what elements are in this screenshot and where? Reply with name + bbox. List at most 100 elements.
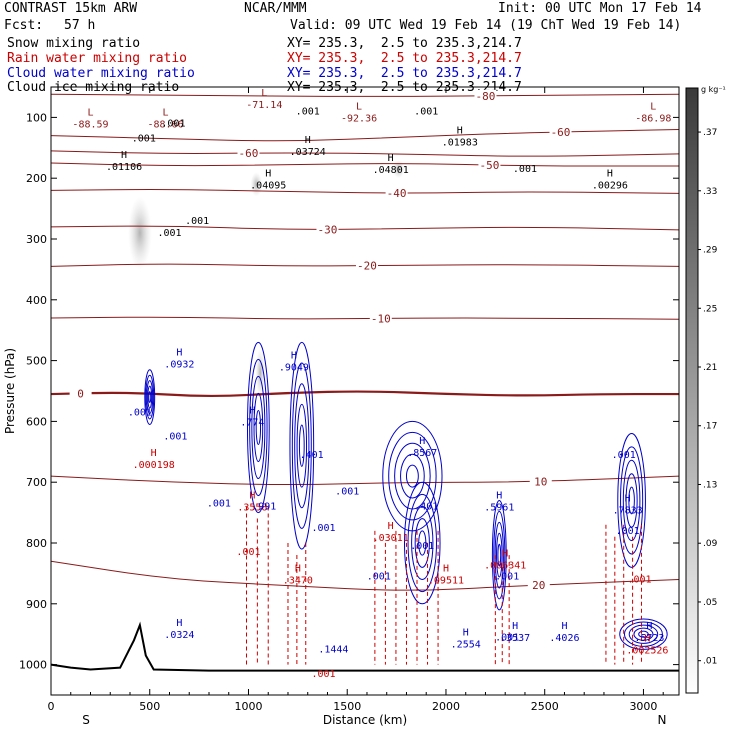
axes-layer: 0 500 1000 1500 2000 2500 30001002003004005006… bbox=[3, 87, 679, 727]
extremum-marker: H bbox=[625, 494, 631, 505]
colorbar-tick-label: .01 bbox=[703, 657, 717, 667]
cloud-water-contour bbox=[407, 493, 437, 593]
extremum-value: .3470 bbox=[283, 575, 313, 586]
plot-frame bbox=[50, 86, 680, 696]
valid-time: Valid: 09 UTC Wed 19 Feb 14 (19 ChT Wed … bbox=[290, 18, 682, 33]
extremum-marker: H bbox=[121, 150, 127, 161]
contour-value-label: .001 bbox=[296, 106, 320, 117]
contour-value-label: .001 bbox=[367, 571, 391, 582]
extremum-value: .0932 bbox=[164, 360, 194, 371]
isotherm-line bbox=[50, 560, 680, 591]
extremum-marker: H bbox=[457, 126, 463, 137]
contour-value-label: .001 bbox=[132, 134, 156, 145]
extremum-value: -86.98 bbox=[635, 113, 671, 124]
x-axis-label: Distance (km) bbox=[323, 713, 407, 727]
cloud-water-contour bbox=[144, 369, 156, 425]
extremum-value: .000198 bbox=[133, 460, 175, 471]
isotherm-line bbox=[50, 189, 680, 194]
cloud-water-contour bbox=[497, 543, 502, 567]
contour-value-label: .001 bbox=[128, 407, 152, 418]
extremum-marker: H bbox=[388, 153, 394, 164]
extremum-marker: H bbox=[607, 168, 613, 179]
isotherm-label-bg bbox=[385, 187, 408, 200]
y-tick-label: 900 bbox=[26, 598, 47, 611]
extremum-value: .3537 bbox=[500, 633, 530, 644]
cloud-water-layer bbox=[144, 341, 668, 650]
contour-value-label: .1444 bbox=[318, 644, 348, 655]
isotherm-line bbox=[50, 316, 680, 320]
isotherm-label: -10 bbox=[371, 312, 391, 325]
cloud-water-contour bbox=[249, 358, 268, 497]
extremum-value: .4026 bbox=[549, 633, 579, 644]
isotherm-label-bg bbox=[478, 159, 501, 172]
extremum-value: .03724 bbox=[290, 147, 326, 158]
contour-value-label: .001 bbox=[616, 526, 640, 537]
extremum-value: -88.66 bbox=[147, 119, 183, 130]
colorbar-unit: g kg⁻¹ bbox=[701, 85, 726, 94]
extremum-marker: H bbox=[388, 521, 394, 532]
isotherm-label-bg bbox=[474, 89, 497, 102]
field-cloud-water-xy: XY= 235.3, 2.5 to 235.3,214.7 bbox=[287, 66, 522, 81]
isotherm-label-bg bbox=[369, 312, 392, 325]
cloud-water-contour bbox=[617, 433, 646, 568]
cloud-water-contour bbox=[148, 391, 152, 404]
cloud-water-contour bbox=[620, 446, 644, 555]
extremum-value: -92.36 bbox=[341, 113, 377, 124]
field-rain-name: Rain water mixing ratio bbox=[7, 51, 188, 66]
contour-value-label: .001 bbox=[495, 632, 519, 643]
cloud-water-contour bbox=[296, 403, 308, 488]
extremum-marker: L bbox=[261, 88, 267, 99]
cloud-water-contour bbox=[246, 341, 270, 514]
isotherm-label: 10 bbox=[534, 476, 547, 489]
extremum-marker: H bbox=[176, 348, 182, 359]
colorbar-tick-label: .33 bbox=[703, 187, 717, 197]
extremum-marker: H bbox=[502, 548, 508, 559]
contour-value-label: .001 bbox=[163, 432, 187, 443]
y-tick-label: 800 bbox=[26, 537, 47, 550]
y-tick-label: 700 bbox=[26, 476, 47, 489]
rain-layer bbox=[246, 506, 642, 665]
extremum-marker: H bbox=[295, 563, 301, 574]
isotherm-line bbox=[50, 129, 680, 142]
extremum-value: .0324 bbox=[164, 630, 194, 641]
field-rain-xy: XY= 235.3, 2.5 to 235.3,214.7 bbox=[287, 51, 522, 66]
colorbar-tick-label: .09 bbox=[703, 539, 718, 549]
cloud-water-contour bbox=[294, 383, 310, 509]
extremum-marker: L bbox=[356, 101, 362, 112]
isotherm-label: -60 bbox=[551, 126, 571, 139]
contour-value-label: .001 bbox=[161, 119, 185, 130]
extremum-value: .3558 bbox=[237, 503, 267, 514]
forecast-label: Fcst: bbox=[4, 18, 44, 33]
isotherm-label: -20 bbox=[357, 260, 377, 273]
extremum-marker: H bbox=[496, 491, 502, 502]
extremum-marker: H bbox=[176, 618, 182, 629]
isotherm-label-bg bbox=[529, 475, 552, 488]
cloud-water-contour bbox=[291, 362, 312, 529]
contour-value-label: .001 bbox=[311, 523, 335, 534]
extremum-value: .002526 bbox=[626, 645, 668, 656]
terrain-layer bbox=[50, 621, 679, 672]
colorbar-tick-label: .17 bbox=[703, 422, 717, 432]
cloud-water-contour bbox=[388, 431, 437, 521]
isotherm-line bbox=[50, 150, 680, 157]
extremum-value: .04095 bbox=[250, 180, 286, 191]
cloud-water-contour bbox=[405, 464, 419, 488]
extremum-value: .7833 bbox=[613, 506, 643, 517]
extremum-marker: H bbox=[151, 448, 157, 459]
contour-value-label: .401 bbox=[300, 450, 324, 461]
cloud-water-contour bbox=[251, 375, 266, 480]
extremum-value: .9049 bbox=[279, 363, 309, 374]
y-tick-label: 600 bbox=[26, 415, 47, 428]
extremum-value: .01983 bbox=[442, 138, 478, 149]
isotherm-label: 0 bbox=[77, 387, 84, 400]
isotherm-label: -40 bbox=[387, 187, 407, 200]
cloud-water-contour bbox=[496, 532, 503, 578]
contour-value-label: .001 bbox=[236, 547, 260, 558]
y-axis-label: Pressure (hPa) bbox=[3, 348, 17, 434]
isotherm-label-bg bbox=[237, 147, 260, 160]
contour-value-label: .001 bbox=[495, 571, 519, 582]
contour-labels-layer: H.01106H.04095H.03724H.04801H.01983H.002… bbox=[72, 88, 671, 680]
y-tick-label: 400 bbox=[26, 294, 47, 307]
contour-value-label: .001 bbox=[414, 106, 438, 117]
isotherm-label-bg bbox=[527, 579, 550, 592]
